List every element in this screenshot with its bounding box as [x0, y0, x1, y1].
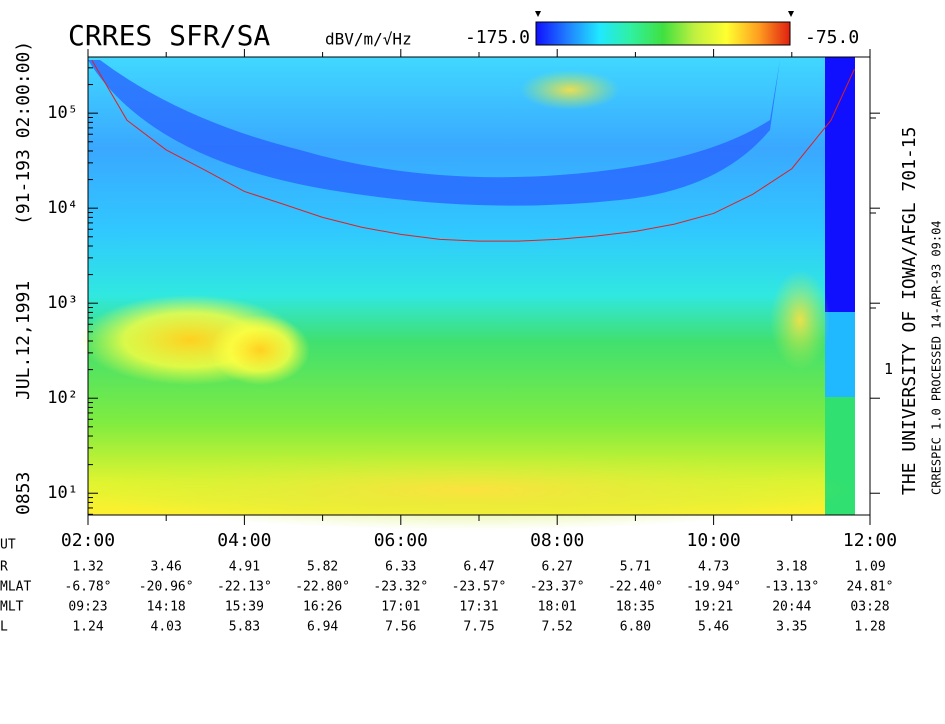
table-cell: 3.18 — [776, 560, 807, 575]
right-label: THE UNIVERSITY OF IOWA/AFGL 701-15 — [899, 127, 920, 495]
spectrogram — [80, 57, 855, 530]
x-tick-label: 12:00 — [843, 530, 897, 551]
table-cell: 15:39 — [225, 600, 264, 615]
table-cell: 14:18 — [147, 600, 186, 615]
table-label: R — [0, 560, 8, 575]
blue-region — [825, 57, 855, 312]
table-cell: 09:23 — [68, 600, 107, 615]
table-label: UT — [0, 538, 16, 553]
blob — [770, 270, 830, 370]
table-cell: 7.75 — [463, 620, 494, 635]
left-label: 0853 — [13, 472, 34, 515]
table-cell: 6.94 — [307, 620, 338, 635]
y-tick-label: 10⁵ — [47, 103, 78, 123]
blob — [210, 315, 310, 385]
table-cell: 5.71 — [620, 560, 651, 575]
clim-min: -175.0 — [465, 27, 530, 48]
table-cell: 20:44 — [772, 600, 811, 615]
table-cell: 5.83 — [229, 620, 260, 635]
table-cell: 3.35 — [776, 620, 807, 635]
y-tick-label: 10⁴ — [47, 198, 78, 218]
units: dBV/m/√Hz — [325, 30, 412, 49]
table-cell: 5.46 — [698, 620, 729, 635]
x-tick-label: 02:00 — [61, 530, 115, 551]
table-cell: 18:35 — [616, 600, 655, 615]
table-label: MLAT — [0, 580, 31, 595]
table-cell: 18:01 — [538, 600, 577, 615]
table-cell: 7.56 — [385, 620, 416, 635]
y-tick-label: 10³ — [47, 293, 78, 313]
right-tick-label: 1 — [884, 360, 893, 378]
table-cell: 6.27 — [542, 560, 573, 575]
table-cell: -22.13° — [217, 580, 272, 595]
x-tick-label: 08:00 — [530, 530, 584, 551]
table-cell: -23.32° — [373, 580, 428, 595]
table-cell: -20.96° — [139, 580, 194, 595]
table-cell: 4.73 — [698, 560, 729, 575]
table-cell: -19.94° — [686, 580, 741, 595]
table-cell: 19:21 — [694, 600, 733, 615]
table-cell: 16:26 — [303, 600, 342, 615]
table-cell: 4.91 — [229, 560, 260, 575]
x-tick-label: 10:00 — [687, 530, 741, 551]
table-cell: 5.82 — [307, 560, 338, 575]
left-label: (91-193 02:00:00) — [13, 41, 34, 225]
blob — [520, 70, 620, 110]
table-cell: -22.40° — [608, 580, 663, 595]
y-tick-label: 10¹ — [47, 483, 78, 503]
y-tick-label: 10² — [47, 388, 78, 408]
left-label: JUL.12,1991 — [13, 281, 34, 400]
cyan-region — [825, 312, 855, 397]
table-cell: 03:28 — [850, 600, 889, 615]
table-label: L — [0, 620, 8, 635]
table-cell: -13.13° — [764, 580, 819, 595]
colorbar — [535, 21, 791, 46]
table-cell: 17:31 — [459, 600, 498, 615]
table-cell: 24.81° — [847, 580, 894, 595]
line — [91, 60, 855, 242]
table-cell: 7.52 — [542, 620, 573, 635]
x-tick-label: 04:00 — [217, 530, 271, 551]
dark-band — [88, 60, 780, 206]
table-cell: -23.37° — [530, 580, 585, 595]
table-cell: 6.80 — [620, 620, 651, 635]
title: CRRES SFR/SA — [68, 19, 270, 52]
table-cell: 4.03 — [151, 620, 182, 635]
table-cell: 1.28 — [854, 620, 885, 635]
table-cell: 17:01 — [381, 600, 420, 615]
table-cell: -22.80° — [295, 580, 350, 595]
left-labels: 0853 JUL.12,1991 (91-193 02:00:00) — [13, 41, 34, 515]
right-label: CRRESPEC 1.0 PROCESSED 14-APR-93 09:04 — [930, 220, 944, 495]
right-label-group: CRRESPEC 1.0 PROCESSED 14-APR-93 09:04 — [930, 220, 944, 495]
clim-max: -75.0 — [805, 27, 859, 48]
right-label-group: THE UNIVERSITY OF IOWA/AFGL 701-15 — [899, 127, 920, 495]
table-cell: 6.47 — [463, 560, 494, 575]
colorbar-markers — [535, 11, 794, 17]
table-cell: 1.32 — [72, 560, 103, 575]
blob — [90, 450, 850, 530]
table-cell: 6.33 — [385, 560, 416, 575]
x-tick-label: 06:00 — [374, 530, 428, 551]
table-cell: -23.57° — [452, 580, 507, 595]
table-cell: -6.78° — [65, 580, 112, 595]
table-cell: 1.24 — [72, 620, 103, 635]
table-cell: 1.09 — [854, 560, 885, 575]
table-label: MLT — [0, 600, 24, 615]
table-cell: 3.46 — [151, 560, 182, 575]
